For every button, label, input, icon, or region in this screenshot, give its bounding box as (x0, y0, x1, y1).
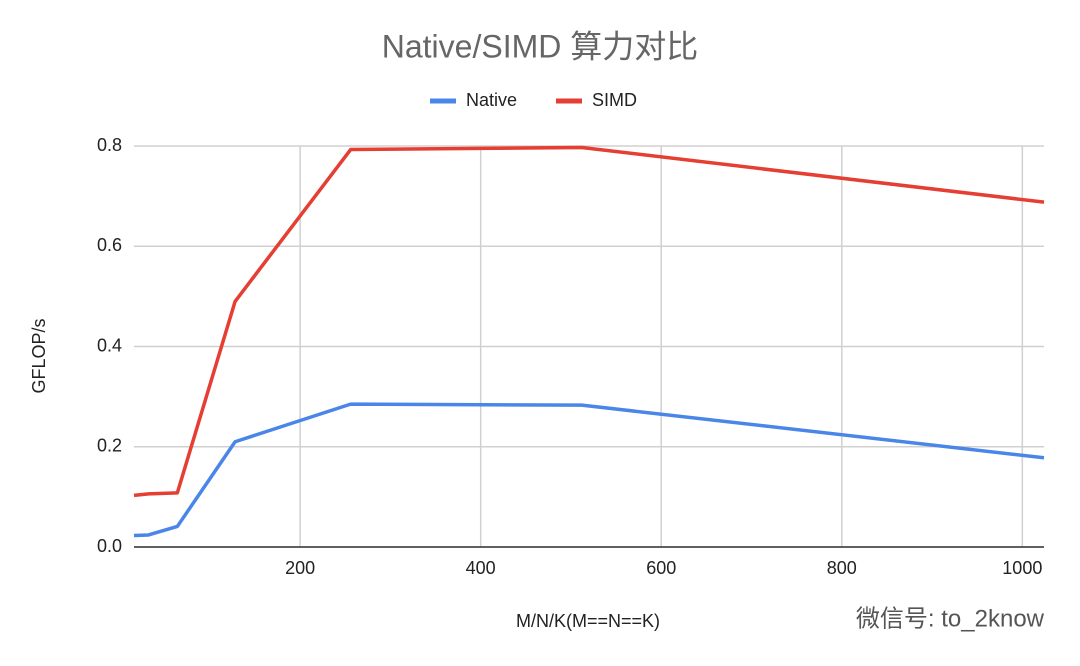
chart-title: Native/SIMD 算力对比 (382, 28, 699, 64)
legend-label: Native (466, 90, 517, 110)
legend-label: SIMD (592, 90, 637, 110)
x-axis-label: M/N/K(M==N==K) (516, 611, 660, 631)
series-line (133, 145, 1045, 498)
y-tick-label: 0.4 (97, 335, 122, 355)
x-tick-label: 200 (285, 558, 315, 578)
y-tick-label: 0.8 (97, 135, 122, 155)
x-tick-label: 1000 (1002, 558, 1042, 578)
y-tick-label: 0.6 (97, 235, 122, 255)
watermark: 微信号: to_2know (856, 605, 1045, 632)
y-tick-label: 0.2 (97, 436, 122, 456)
series-line (133, 402, 1045, 538)
y-tick-label: 0.0 (97, 536, 122, 556)
x-tick-label: 600 (646, 558, 676, 578)
x-tick-label: 800 (827, 558, 857, 578)
x-tick-label: 400 (466, 558, 496, 578)
y-axis-label: GFLOP/s (29, 318, 49, 393)
